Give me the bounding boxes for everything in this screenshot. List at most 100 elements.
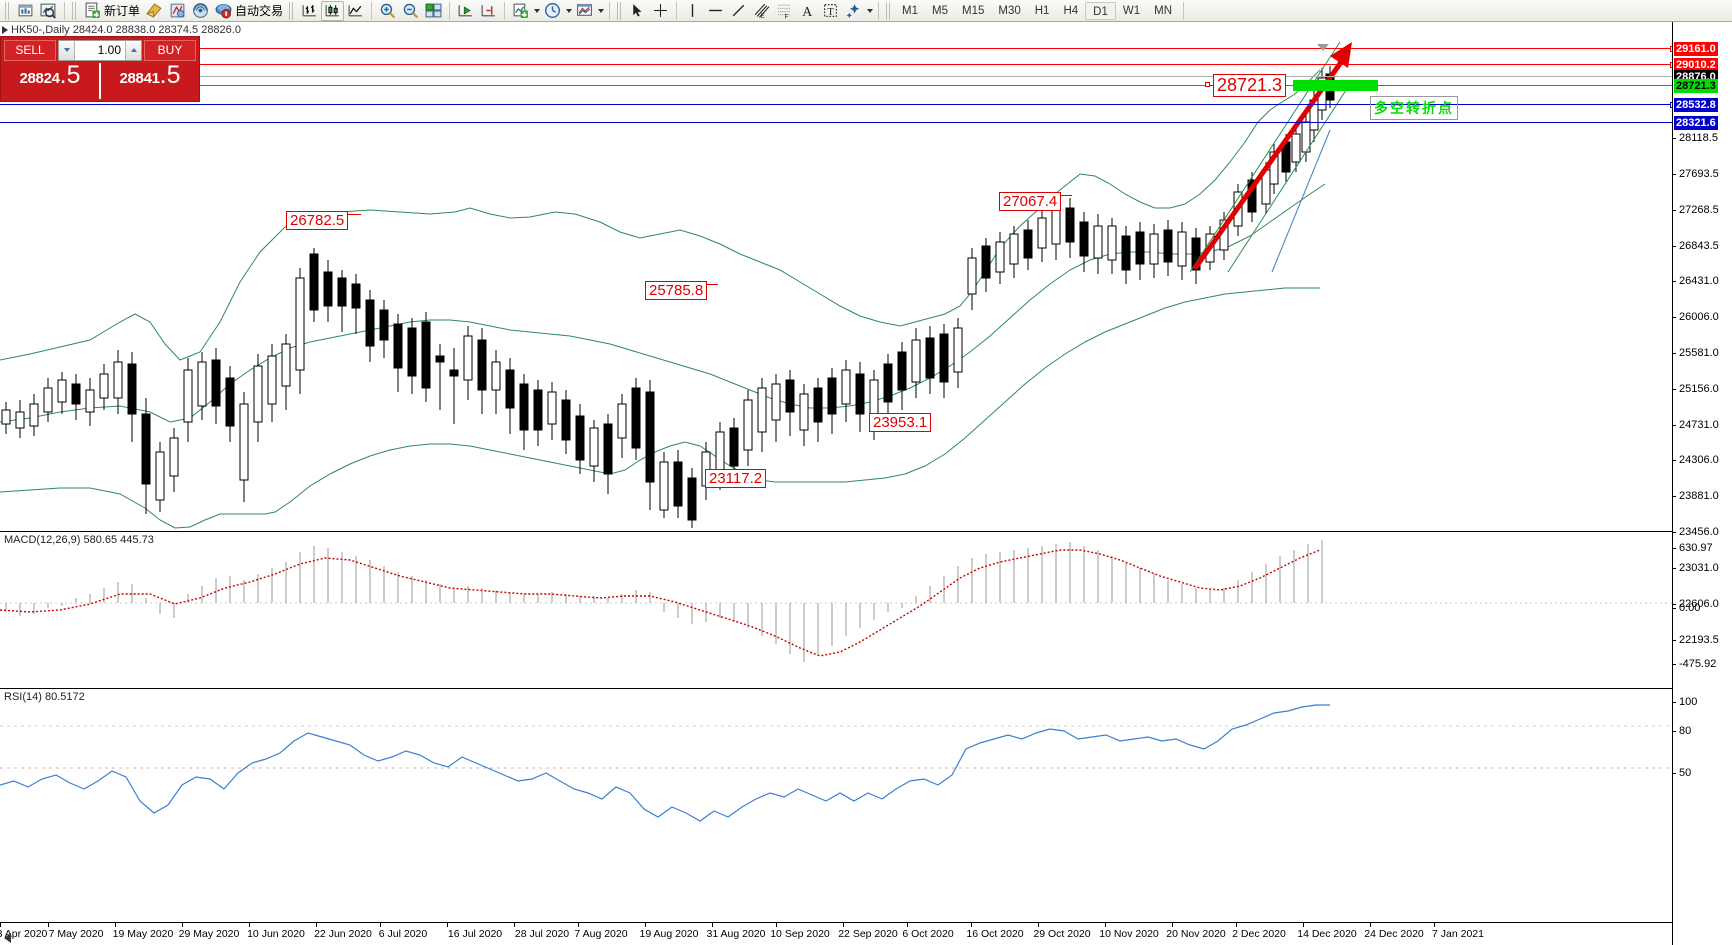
signals-icon[interactable] <box>189 1 212 21</box>
toolbar-grip-3[interactable] <box>289 1 296 20</box>
rsi-pane[interactable]: RSI(14) 80.5172 <box>0 688 1732 922</box>
volume-stepper[interactable]: 1.00 <box>58 39 142 61</box>
time-label: 6 Oct 2020 <box>902 928 954 940</box>
timeframe-mn[interactable]: MN <box>1154 4 1172 17</box>
metaeditor-icon[interactable] <box>143 1 166 21</box>
toolbar-grip-1[interactable] <box>5 1 11 20</box>
sell-price-button[interactable]: 28824.5 <box>1 63 101 99</box>
navigator-icon[interactable] <box>166 1 189 21</box>
level-tag-28532[interactable]: 28532.8 <box>1674 98 1718 112</box>
peak-label-25785[interactable]: 25785.8 <box>645 281 708 300</box>
market-watch-icon[interactable] <box>37 1 60 21</box>
price-pane[interactable]: 26782.5 25785.8 23953.1 23117.2 27067.4 … <box>0 22 1732 530</box>
time-label: 6 Jul 2020 <box>378 928 428 940</box>
level-line-28721[interactable] <box>0 85 1672 86</box>
trough-label-23953[interactable]: 23953.1 <box>869 413 932 432</box>
peak-label-26782[interactable]: 26782.5 <box>286 211 349 230</box>
time-tick <box>1370 923 1371 927</box>
price-tick: 23456.0 <box>1672 526 1719 538</box>
periods-clock-icon[interactable] <box>541 1 564 21</box>
current-level-handle[interactable] <box>1205 82 1210 87</box>
time-tick <box>1105 923 1106 927</box>
crosshair-tool-icon[interactable] <box>649 1 672 21</box>
buy-price-button[interactable]: 28841.5 <box>101 63 199 99</box>
time-label: 19 May 2020 <box>112 928 174 940</box>
level-tag-29010[interactable]: 29010.2 <box>1674 58 1718 72</box>
level-tag-28321[interactable]: 28321.6 <box>1674 116 1718 130</box>
level-tag-29161[interactable]: 29161.0 <box>1674 42 1718 56</box>
tile-windows-icon[interactable] <box>422 1 445 21</box>
buy-button[interactable]: BUY <box>144 39 196 61</box>
candlestick-chart-icon[interactable] <box>321 0 345 21</box>
time-scale[interactable]: 3 Apr 2020 7 May 2020 19 May 2020 29 May… <box>0 922 1672 945</box>
buy-price-integer: 28841 <box>119 70 160 87</box>
level-line-28321[interactable] <box>0 122 1672 123</box>
templates-chevron-down-icon[interactable] <box>596 2 605 20</box>
scroll-left-arrow-icon[interactable] <box>4 933 11 943</box>
bar-chart-icon[interactable] <box>298 1 321 21</box>
trend-reversal-annotation[interactable]: 多空转折点 <box>1370 96 1458 120</box>
fibonacci-tool-icon[interactable]: F <box>773 1 796 21</box>
trendline-tool-icon[interactable] <box>727 1 750 21</box>
shapes-tool-icon[interactable] <box>842 1 865 21</box>
time-tick <box>712 923 713 927</box>
cursor-tool-icon[interactable] <box>626 1 649 21</box>
one-click-trading-panel[interactable]: SELL 1.00 BUY 28824.5 28841.5 <box>0 36 200 102</box>
price-tick: 26006.0 <box>1672 311 1719 323</box>
macd-tick: -475.92 <box>1671 658 1716 670</box>
level-line-29161[interactable] <box>0 46 1676 52</box>
text-label-tool-icon[interactable]: T <box>819 1 842 21</box>
time-tick <box>971 923 972 927</box>
timeframe-m15[interactable]: M15 <box>962 4 985 17</box>
sell-button[interactable]: SELL <box>4 39 56 61</box>
toolbar-grip-4[interactable] <box>617 1 624 20</box>
svg-text:E: E <box>760 13 764 19</box>
timeframe-m1[interactable]: M1 <box>902 4 919 17</box>
equidistant-channel-tool-icon[interactable]: E <box>750 1 773 21</box>
level-line-28876[interactable] <box>0 76 1672 77</box>
indicators-chevron-down-icon[interactable] <box>532 2 541 20</box>
level-line-29010[interactable] <box>0 62 1676 68</box>
autotrading-button[interactable]: 自动交易 <box>212 1 286 21</box>
volume-decrease-button[interactable] <box>59 40 75 60</box>
toolbar-grip-2[interactable] <box>72 1 78 20</box>
time-label: 22 Sep 2020 <box>838 928 898 940</box>
timeframe-m5[interactable]: M5 <box>932 4 948 17</box>
new-chart-icon[interactable] <box>14 1 37 21</box>
indicators-icon[interactable] <box>509 1 532 21</box>
chart-window[interactable]: HK50-,Daily 28424.0 28838.0 28374.5 2882… <box>0 22 1732 945</box>
time-label: 19 Aug 2020 <box>639 928 699 940</box>
timeframe-m30[interactable]: M30 <box>998 4 1021 17</box>
toolbar-grip-5[interactable] <box>886 1 893 20</box>
chart-symbol-header: HK50-,Daily 28424.0 28838.0 28374.5 2882… <box>2 24 241 36</box>
shapes-chevron-down-icon[interactable] <box>865 2 874 20</box>
templates-icon[interactable] <box>573 1 596 21</box>
svg-text:F: F <box>785 13 789 19</box>
line-chart-icon[interactable] <box>344 1 367 21</box>
timeframe-d1[interactable]: D1 <box>1085 1 1116 20</box>
volume-value[interactable]: 1.00 <box>97 42 121 57</box>
periods-chevron-down-icon[interactable] <box>564 2 573 20</box>
macd-pane[interactable]: MACD(12,26,9) 580.65 445.73 <box>0 531 1732 687</box>
text-tool-icon[interactable]: A <box>796 1 819 21</box>
zoom-out-icon[interactable] <box>399 1 422 21</box>
price-scale[interactable]: 29161.0 29010.2 28876.0 28721.3 28532.8 … <box>1671 22 1732 945</box>
vertical-line-tool-icon[interactable] <box>681 1 704 21</box>
zoom-in-icon[interactable] <box>376 1 399 21</box>
timeframe-h4[interactable]: H4 <box>1063 4 1079 17</box>
auto-scroll-icon[interactable] <box>454 1 477 21</box>
level-tag-28721[interactable]: 28721.3 <box>1674 79 1718 93</box>
time-tick <box>1434 923 1435 927</box>
timeframe-h1[interactable]: H1 <box>1034 4 1050 17</box>
time-tick <box>249 923 250 927</box>
current-level-label-28721[interactable]: 28721.3 <box>1213 74 1287 97</box>
timeframe-w1[interactable]: W1 <box>1122 4 1141 17</box>
chart-shift-icon[interactable] <box>477 1 500 21</box>
volume-increase-button[interactable] <box>125 40 141 60</box>
time-tick <box>316 923 317 927</box>
new-order-button[interactable]: 新订单 <box>81 1 143 21</box>
horizontal-line-tool-icon[interactable] <box>704 1 727 21</box>
peak-label-27067[interactable]: 27067.4 <box>999 192 1062 211</box>
time-label: 28 Jul 2020 <box>514 928 570 940</box>
trough-label-23117[interactable]: 23117.2 <box>705 469 767 488</box>
